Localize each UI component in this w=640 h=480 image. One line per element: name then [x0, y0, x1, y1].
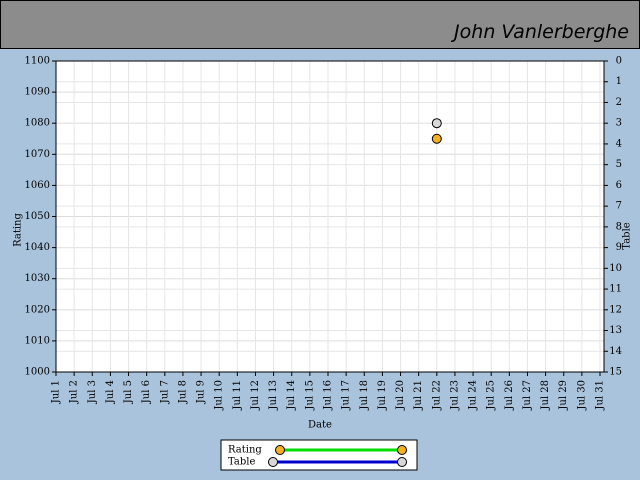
x-tick-label: Jul 20 — [395, 380, 406, 411]
legend-marker — [397, 457, 407, 467]
header: John Vanlerberghe — [0, 0, 640, 49]
y2-tick-label: 15 — [609, 367, 622, 378]
x-tick-label: Jul 17 — [341, 380, 352, 411]
y2-axis-label: Table — [622, 222, 633, 249]
y2-tick-label: 2 — [616, 97, 622, 108]
y-axis-label: Rating — [13, 213, 24, 247]
x-tick-label: Jul 10 — [214, 380, 225, 411]
y2-tick-label: 4 — [616, 138, 622, 149]
x-tick-label: Jul 9 — [196, 380, 207, 404]
x-tick-label: Jul 19 — [377, 380, 388, 411]
x-tick-label: Jul 18 — [359, 380, 370, 411]
x-tick-label: Jul 11 — [232, 380, 243, 411]
y2-tick-label: 11 — [609, 284, 622, 295]
legend — [220, 439, 418, 471]
x-tick-label: Jul 28 — [540, 380, 551, 411]
y2-tick-label: 5 — [616, 159, 622, 170]
x-tick-label: Jul 29 — [558, 380, 569, 411]
y-tick-label: 1000 — [25, 367, 50, 378]
y-tick-label: 1040 — [25, 242, 50, 253]
y-tick-label: 1050 — [25, 211, 50, 222]
x-tick-label: Jul 7 — [159, 380, 170, 404]
x-tick-label: Jul 21 — [413, 380, 424, 411]
y-tick-label: 1100 — [25, 56, 50, 67]
y2-tick-label: 3 — [616, 118, 622, 129]
y2-tick-label: 13 — [609, 325, 622, 336]
y-tick-label: 1080 — [25, 118, 50, 129]
x-tick-label: Jul 23 — [449, 380, 460, 411]
x-tick-label: Jul 16 — [323, 380, 334, 411]
y-tick-label: 1020 — [25, 304, 50, 315]
y-tick-label: 1010 — [25, 335, 50, 346]
x-tick-label: Jul 2 — [69, 380, 80, 404]
x-tick-label: Jul 15 — [304, 380, 315, 411]
y2-tick-label: 6 — [616, 180, 622, 191]
header-title: John Vanlerberghe — [454, 21, 629, 43]
y2-tick-label: 8 — [616, 221, 622, 232]
x-axis-label: Date — [308, 420, 332, 431]
legend-marker — [275, 445, 285, 455]
y2-tick-label: 0 — [616, 56, 622, 67]
x-tick-label: Jul 3 — [87, 380, 98, 404]
y2-tick-label: 12 — [609, 304, 622, 315]
y-tick-label: 1030 — [25, 273, 50, 284]
x-tick-label: Jul 8 — [177, 380, 188, 404]
x-tick-label: Jul 14 — [286, 380, 297, 411]
y-tick-label: 1070 — [25, 149, 50, 160]
x-tick-label: Jul 27 — [522, 380, 533, 411]
y2-tick-label: 10 — [609, 263, 622, 274]
legend-marker — [268, 457, 278, 467]
x-tick-label: Jul 1 — [51, 380, 62, 404]
plot-border — [55, 60, 605, 373]
data-point — [431, 133, 442, 144]
x-tick-label: Jul 25 — [486, 380, 497, 411]
y-tick-label: 1090 — [25, 87, 50, 98]
legend-label: Table — [228, 457, 255, 468]
x-tick-label: Jul 24 — [468, 380, 479, 411]
y2-tick-label: 14 — [609, 346, 622, 357]
x-tick-label: Jul 22 — [431, 380, 442, 411]
y-tick-label: 1060 — [25, 180, 50, 191]
y2-tick-label: 7 — [616, 201, 622, 212]
x-tick-label: Jul 26 — [504, 380, 515, 411]
x-tick-label: Jul 12 — [250, 380, 261, 411]
y2-tick-label: 9 — [616, 242, 622, 253]
x-tick-label: Jul 31 — [595, 380, 606, 411]
data-point — [431, 118, 442, 129]
x-tick-label: Jul 6 — [141, 380, 152, 404]
x-tick-label: Jul 30 — [576, 380, 587, 411]
legend-marker — [397, 445, 407, 455]
x-tick-label: Jul 4 — [105, 380, 116, 404]
legend-label: Rating — [228, 445, 262, 456]
x-tick-label: Jul 5 — [123, 380, 134, 404]
y2-tick-label: 1 — [616, 76, 622, 87]
x-tick-label: Jul 13 — [268, 380, 279, 411]
